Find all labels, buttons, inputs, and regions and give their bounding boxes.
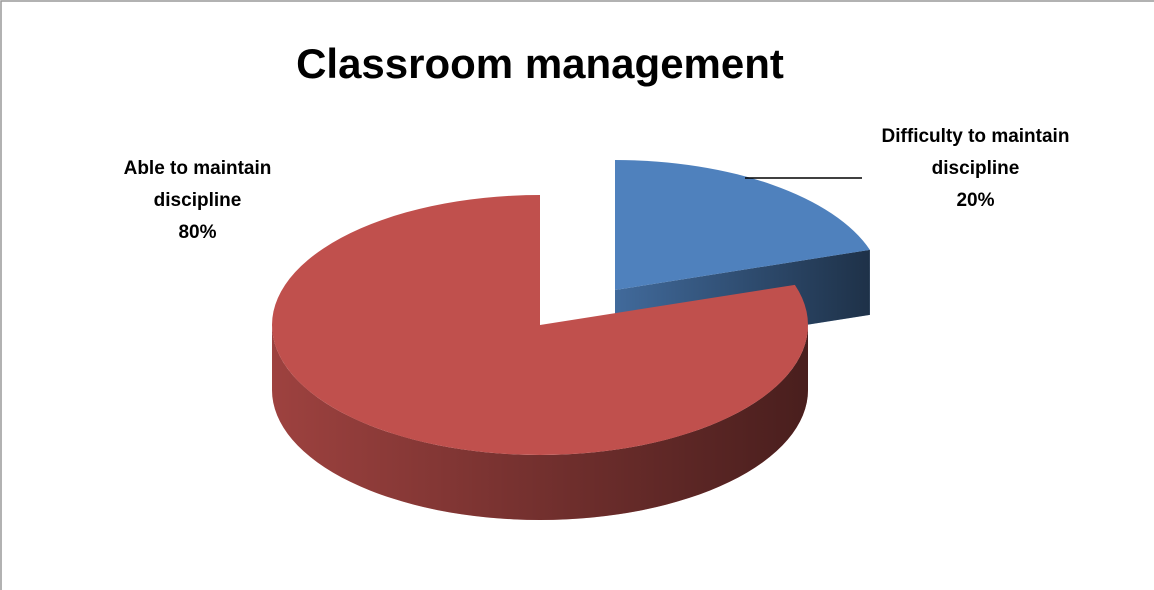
chart-title: Classroom management	[296, 40, 784, 87]
pie	[271, 160, 870, 520]
value-label: 20%	[956, 190, 995, 211]
value-label: 80%	[178, 222, 217, 243]
category-label: Difficulty to maintain discipline	[881, 126, 1070, 179]
slice	[615, 160, 870, 290]
slice-label: Able to maintain discipline 80%	[100, 153, 295, 249]
slice-side-shade	[272, 325, 808, 520]
slice-label: Difficulty to maintain discipline 20%	[868, 121, 1083, 217]
category-label: Able to maintain discipline	[123, 158, 272, 211]
slice	[271, 195, 808, 455]
